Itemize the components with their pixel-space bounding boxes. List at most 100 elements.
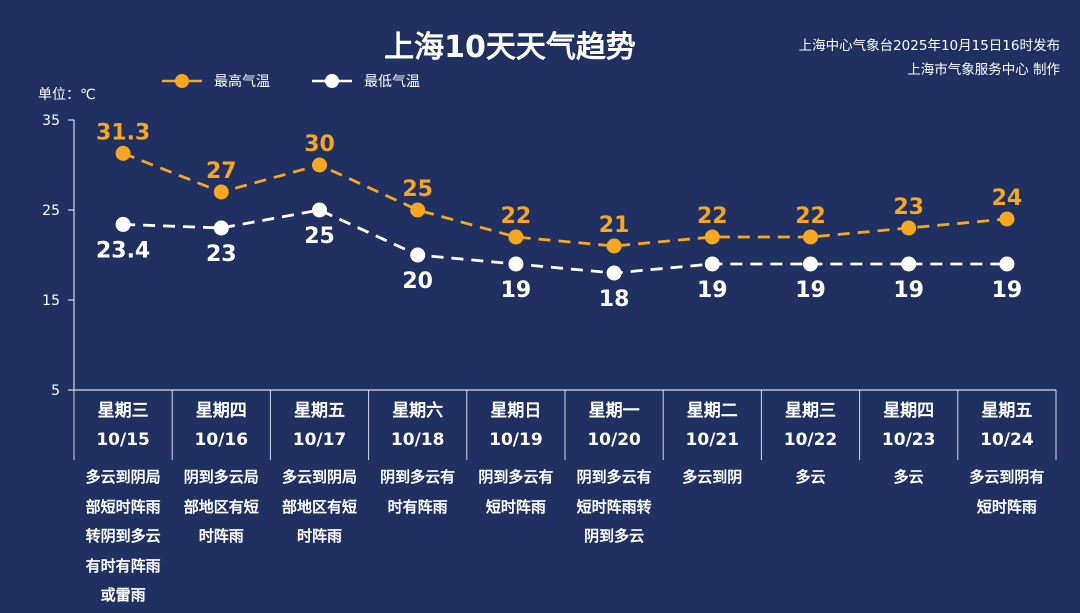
data-label-low: 18 [599,287,630,312]
date-label: 10/16 [194,430,249,450]
source-info: 上海中心气象台2025年10月15日16时发布 上海市气象服务中心 制作 [799,34,1060,82]
weather-description: 阴到多云有 时有阵雨 [371,463,465,522]
legend-low-label: 最低气温 [364,74,420,90]
day-header: 星期五 10/17 [271,396,369,454]
day-header: 星期四 10/16 [172,396,270,454]
weekday-label: 星期四 [195,401,247,421]
data-point-high [803,229,818,245]
legend-low-marker [312,74,352,88]
data-point-low [213,220,229,236]
data-label-high: 22 [697,204,728,229]
data-label-high: 21 [599,213,630,238]
data-label-low: 19 [893,278,924,303]
weather-description: 多云 [764,463,858,493]
date-label: 10/19 [489,430,543,450]
data-point-low [606,265,622,281]
description-line: 时阵雨 [198,527,244,545]
description-line: 时有阵雨 [387,497,448,516]
description-line: 部短时阵雨 [85,497,161,516]
weekday-label: 星期五 [981,401,1033,421]
description-line: 或雷雨 [100,586,146,604]
weather-description: 阴到多云有 短时阵雨 [469,463,563,522]
weather-description: 多云到阴有 短时阵雨 [960,463,1054,522]
data-point-high [213,184,229,200]
date-label: 10/17 [292,430,347,450]
data-label-high: 30 [304,132,335,157]
description-line: 阴到多云局 [183,468,259,486]
weather-description: 多云到阴局 部地区有短 时阵雨 [273,463,367,552]
description-line: 多云 [893,468,924,486]
data-label-low: 19 [697,278,728,303]
data-label-low: 19 [501,278,532,303]
source-line-maker: 上海市气象服务中心 制作 [907,62,1060,78]
weekday-label: 星期四 [883,401,935,421]
data-point-high [704,229,720,245]
description-line: 短时阵雨 [485,497,546,516]
legend-item-low: 最低气温 [310,70,420,92]
description-line: 部地区有短 [281,497,357,516]
data-point-high [508,229,524,245]
chart-title: 上海10天天气趋势 [384,30,636,65]
description-line: 有时有阵雨 [85,556,161,575]
legend-high-label: 最高气温 [214,74,270,90]
weekday-label: 星期五 [294,401,345,421]
data-point-low [508,256,524,272]
description-line: 阴到多云 [584,527,645,545]
date-label: 10/18 [390,430,445,450]
day-header: 星期四 10/23 [860,396,958,454]
data-point-low [901,256,917,272]
y-tick-label: 25 [42,203,60,219]
description-line: 多云 [795,468,826,486]
source-line-issuer: 上海中心气象台2025年10月15日16时发布 [798,38,1060,54]
data-label-high: 24 [992,186,1023,211]
weather-description: 多云 [862,463,956,493]
day-header: 星期三 10/22 [762,396,860,454]
y-tick-label: 35 [42,113,60,129]
weekday-label: 星期三 [97,401,149,421]
day-header: 星期二 10/21 [663,396,761,454]
day-header: 星期一 10/20 [565,396,663,454]
data-point-low [410,247,426,263]
data-label-high: 27 [206,159,237,184]
description-line: 多云到阴 [682,468,743,486]
description-line: 阴到多云有 [380,468,456,486]
weather-description: 多云到阴局部短时阵雨转阴到多云有时有阵雨或雷雨 [76,463,170,611]
y-tick-label: 5 [51,383,60,399]
data-point-low [999,256,1015,272]
description-line: 转阴到多云 [85,527,161,545]
data-label-low: 20 [402,269,433,294]
data-point-low [704,256,720,272]
description-line: 多云到阴局 [85,468,161,486]
date-label: 10/22 [783,430,838,450]
data-label-high: 23 [893,195,924,220]
data-point-low [312,202,327,218]
date-label: 10/20 [587,430,641,450]
data-point-high [606,238,622,254]
date-label: 10/15 [96,430,150,450]
series-line-low [123,208,1007,275]
unit-label: 单位：℃ [38,87,96,103]
description-line: 短时阵雨转 [576,497,652,516]
description-line: 阴到多云有 [478,468,554,486]
legend-item-high: 最高气温 [160,70,270,92]
weekday-label: 星期日 [490,401,542,421]
weather-description: 阴到多云有短时阵雨转阴到多云 [567,463,661,552]
description-line: 阴到多云有 [576,468,652,486]
data-label-low: 25 [304,224,335,249]
date-label: 10/23 [881,430,936,450]
date-label: 10/24 [980,430,1034,450]
data-label-low: 23 [206,242,237,267]
weekday-label: 星期二 [686,401,738,421]
weather-description: 阴到多云局 部地区有短 时阵雨 [174,463,268,552]
data-point-high [410,202,426,218]
data-label-low: 19 [795,278,826,303]
weekday-label: 星期六 [392,401,444,421]
data-point-low [803,256,818,272]
day-header: 星期六 10/18 [369,396,467,454]
legend-high-marker [162,74,202,88]
data-label-high: 22 [795,204,826,229]
day-header: 星期三 10/15 [74,396,172,454]
description-line: 时阵雨 [296,527,342,545]
data-label-low: 19 [992,278,1023,303]
